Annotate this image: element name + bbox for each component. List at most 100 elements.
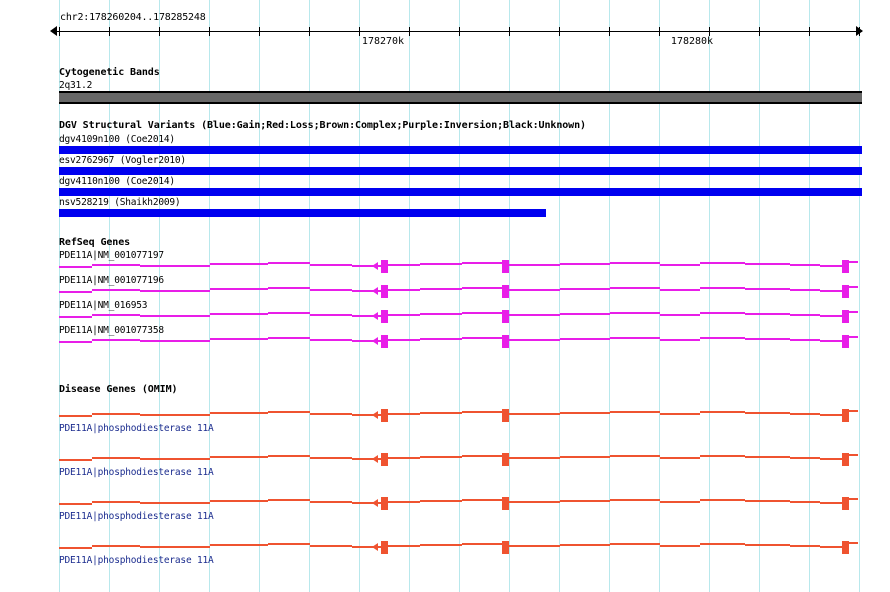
- gene-intron-segment: [388, 264, 420, 266]
- gene-intron-segment: [700, 543, 745, 545]
- gene-intron-segment: [509, 314, 560, 316]
- gene-exon[interactable]: [502, 497, 509, 510]
- gene-exon[interactable]: [502, 409, 509, 422]
- gene-intron-segment: [560, 338, 610, 340]
- gene-intron-segment: [462, 455, 502, 457]
- gene-intron-segment: [268, 287, 310, 289]
- gene-exon[interactable]: [842, 335, 849, 348]
- gene-exon[interactable]: [502, 541, 509, 554]
- dgv-variant-bar[interactable]: [59, 209, 546, 217]
- gene-intron-segment: [745, 456, 790, 458]
- gene-intron-segment: [59, 459, 92, 461]
- gene-intron-segment: [59, 547, 92, 549]
- gene-strand-arrow-icon: [372, 543, 378, 551]
- gene-intron-segment: [820, 414, 842, 416]
- gene-intron-segment: [820, 265, 842, 267]
- refseq-gene-label: PDE11A|NM_016953: [59, 300, 148, 311]
- dgv-variant-bar[interactable]: [59, 188, 862, 196]
- gene-intron-segment: [610, 287, 660, 289]
- gene-intron-segment: [210, 288, 268, 290]
- gene-exon[interactable]: [381, 335, 388, 348]
- gene-intron-segment: [140, 458, 210, 460]
- gene-intron-segment: [700, 499, 745, 501]
- gene-intron-segment: [140, 502, 210, 504]
- gene-exon[interactable]: [842, 260, 849, 273]
- refseq-gene-track[interactable]: [0, 285, 890, 299]
- gene-exon[interactable]: [381, 310, 388, 323]
- gene-tail-tick: [849, 336, 858, 338]
- gene-exon[interactable]: [502, 310, 509, 323]
- gene-exon[interactable]: [842, 285, 849, 298]
- ruler-tick: [159, 27, 160, 36]
- gene-intron-segment: [140, 265, 210, 267]
- gene-intron-segment: [268, 543, 310, 545]
- section-title-dgv-structural-variants: DGV Structural Variants (Blue:Gain;Red:L…: [59, 120, 586, 131]
- gene-intron-segment: [310, 413, 352, 415]
- gene-intron-segment: [92, 314, 140, 316]
- gene-intron-segment: [210, 412, 268, 414]
- gene-intron-segment: [268, 499, 310, 501]
- gene-intron-segment: [268, 411, 310, 413]
- gene-exon[interactable]: [502, 335, 509, 348]
- gene-intron-segment: [420, 412, 462, 414]
- gene-intron-segment: [700, 312, 745, 314]
- omim-gene-track[interactable]: [0, 497, 890, 511]
- gene-intron-segment: [700, 337, 745, 339]
- gene-intron-segment: [660, 264, 700, 266]
- gene-exon[interactable]: [842, 541, 849, 554]
- gene-intron-segment: [509, 545, 560, 547]
- gene-intron-segment: [462, 287, 502, 289]
- omim-gene-track[interactable]: [0, 409, 890, 423]
- refseq-gene-label: PDE11A|NM_001077197: [59, 250, 164, 261]
- gene-intron-segment: [92, 339, 140, 341]
- gene-exon[interactable]: [842, 409, 849, 422]
- gene-exon[interactable]: [842, 310, 849, 323]
- gene-exon[interactable]: [381, 497, 388, 510]
- gene-exon[interactable]: [502, 260, 509, 273]
- gene-intron-segment: [509, 501, 560, 503]
- dgv-variant-bar[interactable]: [59, 167, 862, 175]
- gene-exon[interactable]: [381, 409, 388, 422]
- gene-exon[interactable]: [381, 453, 388, 466]
- omim-gene-track[interactable]: [0, 453, 890, 467]
- gene-exon[interactable]: [842, 497, 849, 510]
- refseq-gene-label: PDE11A|NM_001077196: [59, 275, 164, 286]
- gene-intron-segment: [59, 266, 92, 268]
- gene-strand-arrow-icon: [372, 337, 378, 345]
- gene-intron-segment: [92, 289, 140, 291]
- ruler-left-arrow-icon[interactable]: [50, 26, 57, 36]
- gene-intron-segment: [310, 545, 352, 547]
- gene-intron-segment: [310, 339, 352, 341]
- gene-intron-segment: [660, 545, 700, 547]
- gene-exon[interactable]: [381, 260, 388, 273]
- section-title-refseq-genes: RefSeq Genes: [59, 237, 131, 248]
- dgv-variant-label: esv2762967 (Vogler2010): [59, 155, 186, 166]
- ruler-tick: [109, 27, 110, 36]
- gene-intron-segment: [700, 287, 745, 289]
- dgv-variant-bar[interactable]: [59, 146, 862, 154]
- gene-tail-tick: [849, 311, 858, 313]
- refseq-gene-track[interactable]: [0, 335, 890, 349]
- dgv-variant-label: dgv4110n100 (Coe2014): [59, 176, 175, 187]
- gene-intron-segment: [820, 290, 842, 292]
- gene-exon[interactable]: [502, 285, 509, 298]
- gene-intron-segment: [610, 499, 660, 501]
- refseq-gene-track[interactable]: [0, 310, 890, 324]
- gene-intron-segment: [560, 288, 610, 290]
- cytoband-bar[interactable]: [59, 91, 862, 104]
- gene-exon[interactable]: [842, 453, 849, 466]
- gene-intron-segment: [745, 313, 790, 315]
- omim-gene-track[interactable]: [0, 541, 890, 555]
- gene-intron-segment: [59, 503, 92, 505]
- gene-intron-segment: [210, 456, 268, 458]
- gene-intron-segment: [790, 501, 820, 503]
- gene-strand-arrow-icon: [372, 411, 378, 419]
- gene-intron-segment: [388, 339, 420, 341]
- gene-intron-segment: [268, 337, 310, 339]
- gene-exon[interactable]: [381, 285, 388, 298]
- gene-exon[interactable]: [502, 453, 509, 466]
- refseq-gene-track[interactable]: [0, 260, 890, 274]
- gene-intron-segment: [610, 455, 660, 457]
- gene-exon[interactable]: [381, 541, 388, 554]
